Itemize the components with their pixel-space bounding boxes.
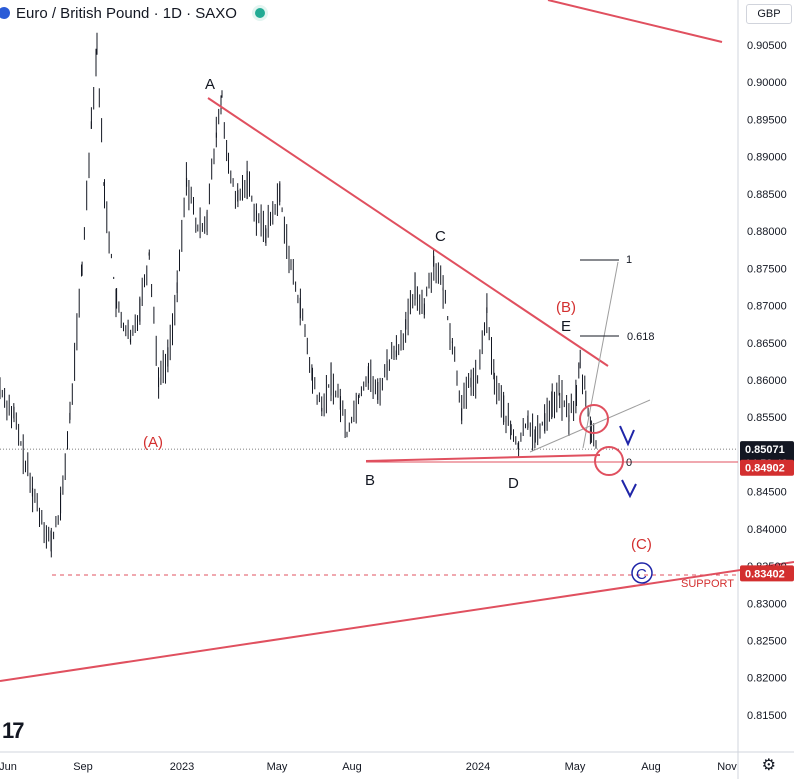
time-axis[interactable]: Jun Sep 2023 May Aug 2024 May Aug Nov — [0, 761, 737, 773]
support-trendline — [0, 561, 794, 682]
y-tick-label: 0.85500 — [747, 412, 787, 424]
symbol-flag-icon — [0, 7, 10, 19]
x-tick-label: May — [267, 761, 288, 773]
symbol-header[interactable]: Euro / British Pound · 1D · SAXO — [0, 0, 265, 26]
arrow-down-icon — [621, 479, 637, 499]
wave-label: A — [205, 76, 215, 93]
settings-icon[interactable]: ⚙ — [761, 757, 776, 774]
wave-label: D — [508, 475, 519, 492]
x-tick-label: Nov — [717, 761, 737, 773]
y-tick-label: 0.90500 — [747, 40, 787, 52]
x-tick-label: Aug — [641, 761, 661, 773]
y-tick-label: 0.89000 — [747, 152, 787, 164]
price-tag-value: 0.84902 — [745, 463, 785, 475]
market-status-icon — [254, 8, 265, 18]
currency-selector[interactable]: GBP — [746, 4, 792, 24]
x-tick-label: Jun — [0, 761, 17, 773]
fib-label: 1 — [626, 254, 632, 266]
triangle-lower-line — [365, 454, 601, 462]
wave-label: B — [365, 472, 375, 489]
y-tick-label: 0.86000 — [747, 375, 787, 387]
y-tick-label: 0.88500 — [747, 189, 787, 201]
y-tick-label: 0.82500 — [747, 636, 787, 648]
y-tick-label: 0.84000 — [747, 524, 787, 536]
y-tick-label: 0.83000 — [747, 598, 787, 610]
highlight-circle — [594, 446, 624, 476]
y-tick-label: 0.82000 — [747, 673, 787, 685]
wave-label: (B) — [556, 299, 576, 316]
chart-drawings: C — [0, 0, 794, 682]
support-label: SUPPORT — [681, 578, 734, 590]
price-tag-bg — [740, 459, 794, 476]
x-tick-label: 2024 — [466, 761, 490, 773]
y-tick-label: 0.90000 — [747, 77, 787, 89]
fib-trend-line — [582, 261, 619, 449]
wave-labels: A B C D E (A) (B) (C) 1 0.618 0 SUPPORT — [143, 76, 734, 590]
target-circle-label: C — [636, 566, 647, 583]
y-tick-label: 0.81500 — [747, 710, 787, 722]
y-tick-label: 0.84500 — [747, 487, 787, 499]
x-tick-label: May — [565, 761, 586, 773]
triangle-upper-line — [207, 97, 609, 367]
fib-label: 0.618 — [627, 331, 655, 343]
highlight-circle — [579, 404, 609, 434]
channel-line — [529, 399, 651, 453]
x-tick-label: Sep — [73, 761, 93, 773]
tradingview-logo-icon: 17 — [2, 718, 25, 743]
wave-label: C — [435, 228, 446, 245]
price-tag-value: 0.83402 — [745, 568, 785, 580]
wave-label: (C) — [631, 536, 652, 553]
price-series — [0, 32, 597, 558]
y-tick-label: 0.87000 — [747, 301, 787, 313]
x-tick-label: 2023 — [170, 761, 194, 773]
wave-label: (A) — [143, 434, 163, 451]
fib-label: 0 — [626, 457, 632, 469]
symbol-title: Euro / British Pound · 1D · SAXO — [16, 4, 237, 22]
arrow-down-icon — [619, 425, 635, 447]
price-tag-value: 0.85071 — [745, 444, 785, 456]
target-circle — [631, 562, 653, 584]
wave-label: E — [561, 318, 571, 335]
upper-trendline — [547, 0, 723, 43]
y-tick-label: 0.89500 — [747, 114, 787, 126]
price-tag-bg — [740, 565, 794, 582]
y-tick-label: 0.88000 — [747, 226, 787, 238]
y-tick-label: 0.87500 — [747, 263, 787, 275]
y-tick-label: 0.86500 — [747, 338, 787, 350]
price-axis[interactable]: 0.90500 0.90000 0.89500 0.89000 0.88500 0.880… — [747, 40, 787, 722]
x-tick-label: Aug — [342, 761, 362, 773]
